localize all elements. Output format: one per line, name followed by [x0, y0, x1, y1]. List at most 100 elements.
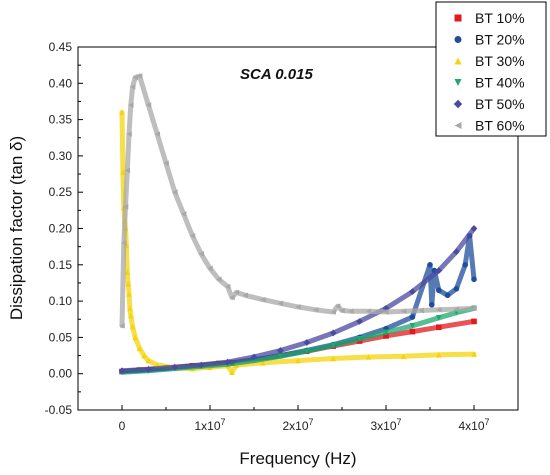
data-point	[180, 211, 187, 217]
y-tick-label: 0.05	[49, 330, 73, 344]
legend-label: BT 40%	[475, 75, 525, 91]
legend-marker	[454, 57, 462, 65]
data-point	[198, 251, 204, 257]
data-point	[356, 336, 363, 342]
chart-annotation: SCA 0.015	[240, 66, 313, 83]
data-point	[453, 285, 460, 292]
data-point	[436, 287, 442, 294]
data-point	[365, 308, 372, 315]
data-point	[171, 363, 179, 371]
data-point	[303, 339, 311, 346]
y-tick-label: 0.30	[49, 149, 73, 163]
data-point	[163, 160, 169, 166]
y-axis-title: Dissipation factor (tan δ)	[7, 136, 26, 320]
data-point	[471, 276, 477, 283]
data-point	[330, 309, 336, 315]
data-point	[383, 309, 389, 315]
data-point	[120, 169, 126, 175]
y-tick-label: 0.45	[49, 40, 73, 54]
x-tick-label: 1x107	[194, 417, 225, 433]
x-tick-exponent: 7	[485, 417, 490, 427]
y-tick-label: -0.05	[45, 403, 73, 417]
x-axis: 0 1x107 2x107 3x107 4x107	[119, 405, 490, 433]
data-point	[145, 357, 152, 364]
data-point	[409, 314, 416, 320]
data-point	[132, 334, 138, 341]
legend-box	[435, 1, 547, 137]
data-point	[129, 84, 136, 90]
data-point	[356, 318, 363, 325]
y-axis: -0.05 0.00 0.05 0.10 0.15 0.20 0.25 0.30 0.35 0.4…	[45, 40, 83, 417]
data-point	[118, 367, 126, 375]
x-tick-base: 1x10	[194, 419, 220, 433]
data-point	[197, 361, 205, 369]
data-point	[126, 131, 132, 137]
data-point	[250, 353, 258, 361]
x-tick-label: 3x107	[370, 417, 401, 433]
y-tick-label: 0.10	[49, 294, 73, 308]
y-tick-label: 0.20	[49, 222, 73, 236]
legend: BT 10% BT 20% BT 30% BT 40% BT 50% BT 60%	[435, 1, 547, 137]
legend-entry: BT 10%	[454, 10, 525, 26]
data-point	[400, 308, 407, 315]
data-point	[124, 269, 131, 275]
legend-entry: BT 50%	[453, 96, 525, 112]
data-point	[295, 357, 301, 364]
data-point	[471, 305, 477, 312]
data-point	[125, 280, 131, 287]
data-point	[329, 329, 337, 337]
data-point	[383, 329, 389, 336]
data-point	[172, 189, 178, 195]
data-point	[444, 292, 451, 299]
data-point	[435, 267, 443, 274]
data-point	[453, 248, 460, 256]
data-point	[224, 283, 231, 290]
data-point	[277, 300, 284, 307]
legend-marker	[453, 99, 463, 109]
data-point	[418, 307, 424, 314]
data-point	[233, 289, 240, 296]
data-point	[295, 304, 301, 310]
x-tick-exponent: 7	[221, 417, 226, 427]
data-point	[189, 232, 196, 239]
data-point	[145, 365, 152, 373]
data-point	[436, 324, 442, 331]
data-point	[453, 306, 460, 312]
y-tick-label: 0.35	[49, 113, 73, 127]
series-bt-50-	[118, 225, 478, 375]
data-point	[119, 109, 125, 116]
data-point	[409, 322, 416, 329]
data-point	[145, 102, 152, 108]
legend-entry: BT 20%	[454, 32, 525, 48]
data-point	[141, 352, 147, 359]
x-tick-base: 0	[119, 419, 126, 433]
legend-marker	[454, 36, 462, 43]
data-point	[304, 348, 310, 354]
data-point	[132, 74, 138, 81]
data-point	[242, 292, 248, 299]
data-point	[436, 352, 442, 358]
data-point	[409, 288, 416, 296]
data-point	[120, 240, 127, 246]
legend-label: BT 60%	[475, 118, 525, 134]
x-tick-exponent: 7	[309, 417, 314, 427]
x-tick-base: 3x10	[370, 419, 396, 433]
legend-label: BT 20%	[475, 32, 525, 48]
data-point	[312, 307, 319, 313]
data-point	[216, 276, 222, 283]
data-point	[260, 296, 266, 303]
data-point	[427, 262, 433, 268]
data-point	[136, 73, 143, 79]
data-point	[330, 355, 336, 362]
legend-label: BT 10%	[475, 10, 525, 26]
x-tick-base: 2x10	[282, 419, 308, 433]
y-tick-label: 0.15	[49, 258, 73, 272]
data-point	[436, 307, 442, 313]
legend-marker	[454, 14, 462, 22]
x-tick-label: 4x107	[458, 417, 489, 433]
data-point	[229, 369, 235, 376]
data-point	[409, 328, 416, 335]
legend-marker	[454, 122, 462, 129]
data-point	[348, 308, 354, 315]
